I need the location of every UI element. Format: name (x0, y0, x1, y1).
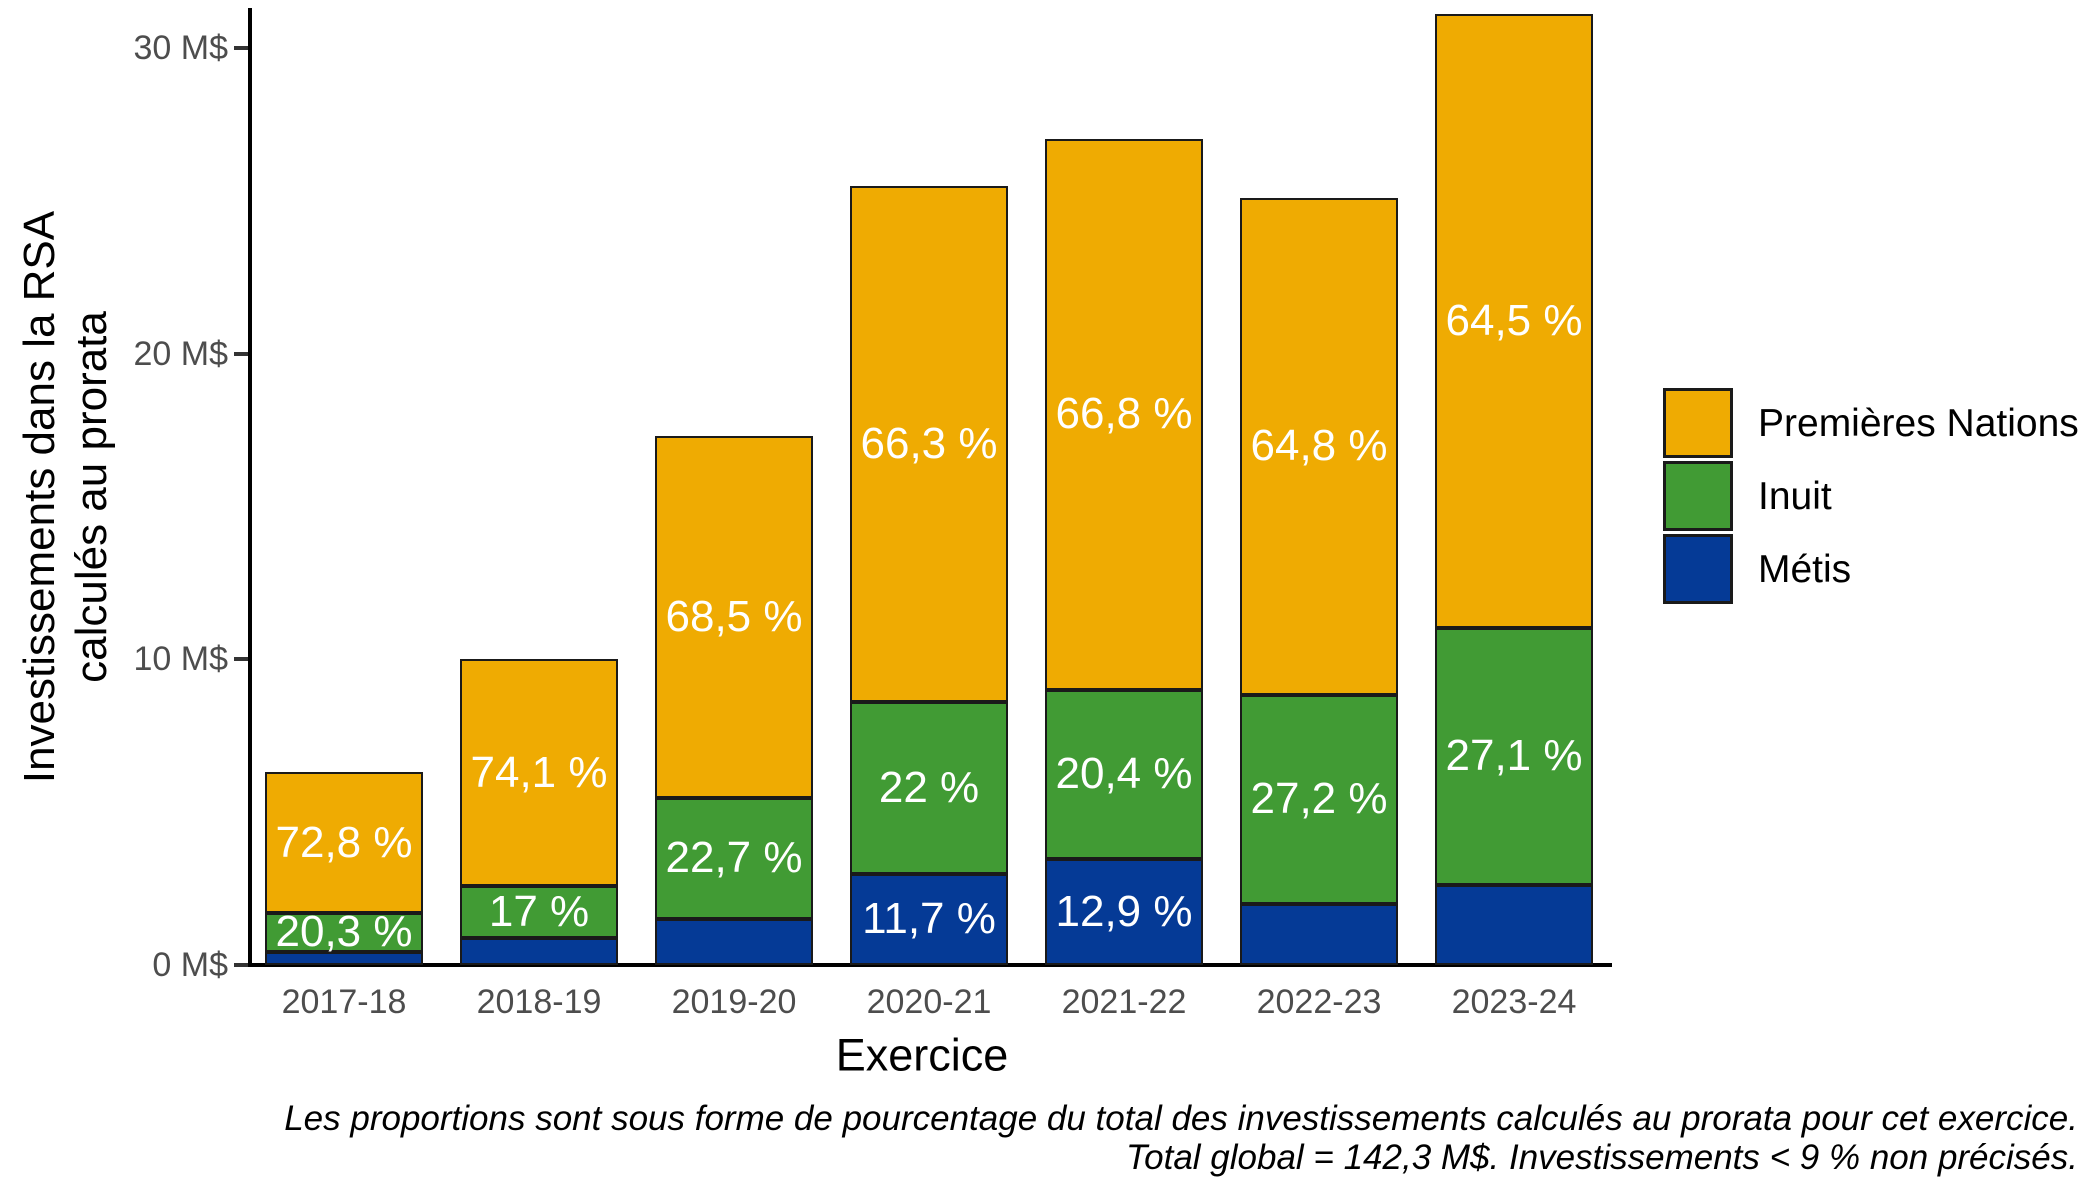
legend: Premières Nations Inuit Métis (1663, 388, 2079, 607)
bar-segment-inuit (850, 702, 1008, 874)
legend-row: Métis (1663, 534, 2079, 604)
bar-segment-inuit (1435, 627, 1593, 886)
bar-segment-métis (655, 918, 813, 965)
legend-swatch-métis (1663, 534, 1733, 604)
x-tick-label: 2022-23 (1256, 983, 1382, 1021)
bar-segment-premières-nations (460, 659, 618, 886)
bar-segment-métis (1045, 858, 1203, 965)
bar-percent-label: 22,7 % (665, 833, 803, 883)
legend-label: Premières Nations (1758, 401, 2079, 445)
x-tick-label: 2023-24 (1451, 983, 1577, 1021)
y-tick-label: 30 M$ (133, 28, 229, 67)
bar-segment-premières-nations (655, 436, 813, 799)
bar-segment-métis (850, 873, 1008, 965)
bar-segment-métis (1435, 885, 1593, 965)
bar-percent-label: 20,4 % (1055, 749, 1193, 799)
y-tick-mark (234, 351, 248, 356)
bar-percent-label: 74,1 % (470, 747, 608, 797)
bar-percent-label: 17 % (488, 886, 590, 936)
caption-line-2: Total global = 142,3 M$. Investissements… (1125, 1138, 2078, 1177)
bar-percent-label: 64,8 % (1250, 421, 1388, 471)
y-tick-label: 10 M$ (133, 640, 229, 679)
bar-segment-premières-nations (265, 772, 423, 913)
x-tick-label: 2017-18 (281, 983, 407, 1021)
bar-percent-label: 66,3 % (860, 418, 998, 468)
y-tick-mark (234, 657, 248, 662)
legend-swatch-premières-nations (1663, 388, 1733, 458)
bar-segment-métis (265, 951, 423, 965)
x-tick-label: 2019-20 (671, 983, 797, 1021)
bar-segment-métis (460, 937, 618, 965)
y-tick-mark (234, 45, 248, 50)
y-tick-label: 20 M$ (133, 334, 229, 373)
y-tick-mark (234, 963, 248, 967)
bar-percent-label: 12,9 % (1055, 886, 1193, 936)
bar-percent-label: 27,1 % (1445, 731, 1583, 781)
y-tick-label: 0 M$ (152, 946, 228, 984)
legend-label: Métis (1758, 547, 1852, 591)
bar-percent-label: 72,8 % (275, 817, 413, 867)
legend-row: Inuit (1663, 461, 2079, 531)
bar-percent-label: 68,5 % (665, 592, 803, 642)
legend-swatch-inuit (1663, 461, 1733, 531)
bar-percent-label: 11,7 % (862, 894, 996, 944)
bar-percent-label: 27,2 % (1250, 774, 1388, 824)
bar-segment-métis (1240, 903, 1398, 965)
bar-segment-inuit (655, 798, 813, 919)
bar-percent-label: 66,8 % (1055, 389, 1193, 439)
bar-segment-premières-nations (850, 185, 1008, 703)
x-axis-line (246, 963, 1612, 967)
legend-label: Inuit (1758, 474, 1832, 518)
x-tick-label: 2021-22 (1061, 983, 1187, 1021)
caption-line-1: Les proportions sont sous forme de pourc… (284, 1099, 2078, 1138)
bar-segment-premières-nations (1045, 138, 1203, 691)
bar-percent-label: 20,3 % (275, 907, 413, 957)
y-axis-title: Investissements dans la RSA calculés au … (14, 211, 118, 783)
bar-segment-inuit (460, 885, 618, 938)
bar-segment-inuit (1240, 694, 1398, 904)
legend-row: Premières Nations (1663, 388, 2079, 458)
y-axis-line (248, 8, 252, 967)
x-axis-title: Exercice (835, 1029, 1009, 1081)
x-tick-label: 2018-19 (476, 983, 602, 1021)
caption: Les proportions sont sous forme de pourc… (284, 1099, 2078, 1177)
bar-percent-label: 64,5 % (1445, 295, 1583, 345)
bar-segment-premières-nations (1435, 14, 1593, 628)
y-axis-title-line1: Investissements dans la RSA (15, 210, 64, 784)
bar-segment-inuit (1045, 690, 1203, 859)
bar-segment-premières-nations (1240, 197, 1398, 695)
y-axis-title-line2: calculés au prorata (67, 311, 116, 683)
bar-percent-label: 22 % (878, 763, 980, 813)
x-tick-label: 2020-21 (866, 983, 992, 1021)
bar-segment-inuit (265, 912, 423, 952)
